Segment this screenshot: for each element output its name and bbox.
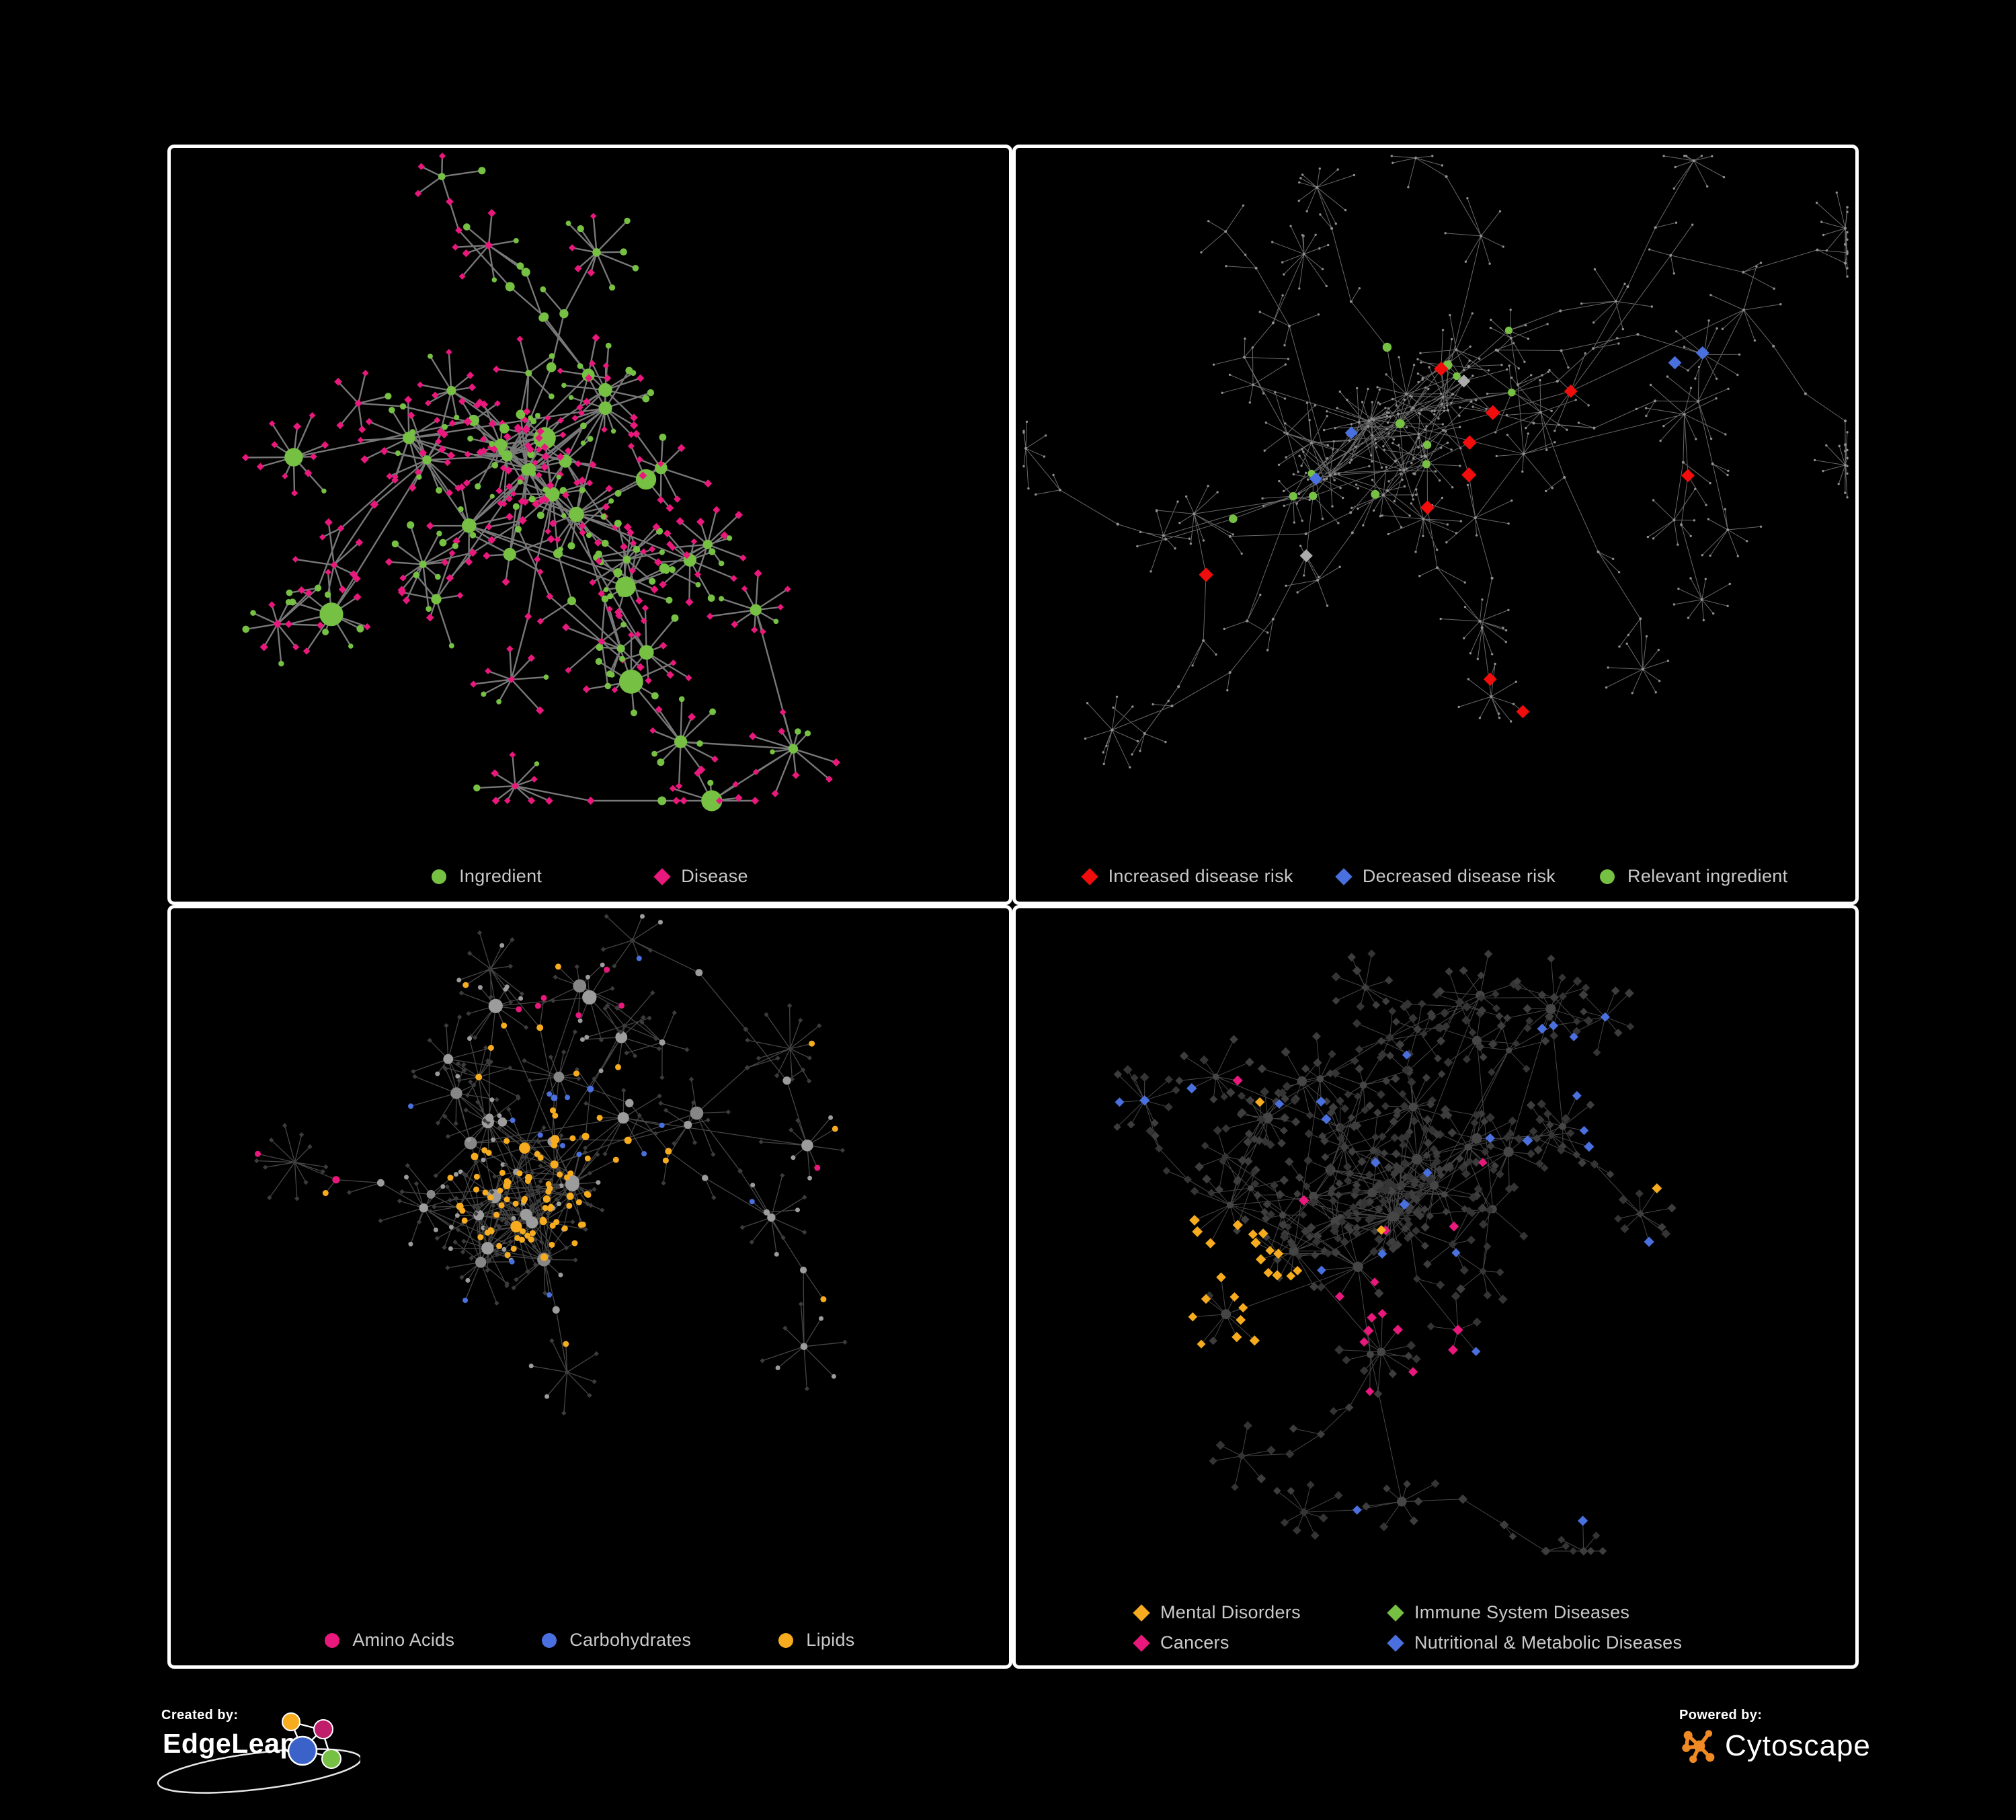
immune-diseases-marker-icon xyxy=(1387,1604,1404,1622)
legend-label: Nutritional & Metabolic Diseases xyxy=(1414,1632,1683,1653)
cancers-marker-icon xyxy=(1133,1634,1150,1652)
edgeleap-wordmark: EdgeLeap xyxy=(163,1728,297,1759)
network-graph-nutrient-classes xyxy=(254,914,848,1416)
carbohydrates-marker-icon xyxy=(542,1632,557,1648)
legend-item-carbohydrates: Carbohydrates xyxy=(542,1630,691,1651)
panel-disease-risk: Increased disease risk Decreased disease… xyxy=(1012,145,1859,905)
legend-label: Disease xyxy=(681,866,748,886)
cytoscape-brand-row: Cytoscape xyxy=(1681,1725,1871,1767)
legend-label: Increased disease risk xyxy=(1108,866,1293,886)
cytoscape-wordmark: Cytoscape xyxy=(1725,1729,1871,1762)
legend-item-amino-acids: Amino Acids xyxy=(325,1630,454,1651)
legend-item-immune-system-diseases: Immune System Diseases xyxy=(1387,1602,1682,1623)
legend-item-disease: Disease xyxy=(653,866,748,887)
legend-label: Lipids xyxy=(806,1630,855,1650)
panel-nutrient-classes: Amino Acids Carbohydrates Lipids xyxy=(167,905,1012,1669)
legend-item-lipids: Lipids xyxy=(778,1630,854,1651)
created-by-label: Created by: xyxy=(161,1708,239,1723)
network-graph-disease-risk xyxy=(1022,155,1849,768)
legend-nutrient-classes: Amino Acids Carbohydrates Lipids xyxy=(171,1630,1009,1651)
legend-disease-risk: Increased disease risk Decreased disease… xyxy=(1016,866,1855,887)
created-by-block: Created by: EdgeLeap xyxy=(157,1708,403,1809)
cytoscape-logo-icon xyxy=(1682,1730,1715,1764)
panel-disease-categories: Mental Disorders Immune System Diseases … xyxy=(1012,905,1859,1669)
legend-item-ingredient: Ingredient xyxy=(432,866,542,887)
legend-label: Relevant ingredient xyxy=(1627,866,1788,886)
legend-disease-categories: Mental Disorders Immune System Diseases … xyxy=(1016,1602,1682,1653)
decreased-risk-marker-icon xyxy=(1335,867,1353,885)
panel-ingredient-disease: Ingredient Disease xyxy=(167,145,1012,905)
edgeleap-logo-icon xyxy=(282,1712,341,1769)
powered-by-label: Powered by: xyxy=(1679,1708,1763,1723)
legend-item-increased-risk: Increased disease risk xyxy=(1080,866,1293,887)
lipids-marker-icon xyxy=(778,1632,794,1648)
legend-label: Mental Disorders xyxy=(1160,1602,1301,1622)
mental-disorders-marker-icon xyxy=(1133,1604,1150,1622)
legend-label: Ingredient xyxy=(459,866,542,886)
legend-label: Carbohydrates xyxy=(569,1630,692,1650)
increased-risk-marker-icon xyxy=(1080,867,1098,885)
legend-label: Cancers xyxy=(1160,1632,1229,1653)
network-graph-ingredient-disease xyxy=(241,153,840,812)
legend-item-cancers: Cancers xyxy=(1133,1632,1389,1653)
legend-label: Immune System Diseases xyxy=(1414,1602,1630,1622)
legend-item-relevant-ingredient: Relevant ingredient xyxy=(1600,866,1787,887)
legend-label: Decreased disease risk xyxy=(1362,866,1556,886)
legend-ingredient-disease: Ingredient Disease xyxy=(171,866,1009,887)
amino-acids-marker-icon xyxy=(325,1632,340,1648)
powered-by-block: Powered by: Cytoscape xyxy=(1679,1708,1975,1795)
relevant-ingredient-marker-icon xyxy=(1600,869,1615,884)
legend-item-decreased-risk: Decreased disease risk xyxy=(1335,866,1556,887)
nutritional-metabolic-marker-icon xyxy=(1387,1634,1404,1652)
legend-label: Amino Acids xyxy=(352,1630,455,1650)
edgeleap-swoosh-icon xyxy=(157,1748,360,1794)
network-graph-disease-categories xyxy=(1113,949,1677,1556)
legend-item-mental-disorders: Mental Disorders xyxy=(1133,1602,1389,1623)
legend-item-nutritional-metabolic-diseases: Nutritional & Metabolic Diseases xyxy=(1387,1632,1683,1653)
disease-marker-icon xyxy=(653,867,671,885)
ingredient-marker-icon xyxy=(432,869,447,884)
